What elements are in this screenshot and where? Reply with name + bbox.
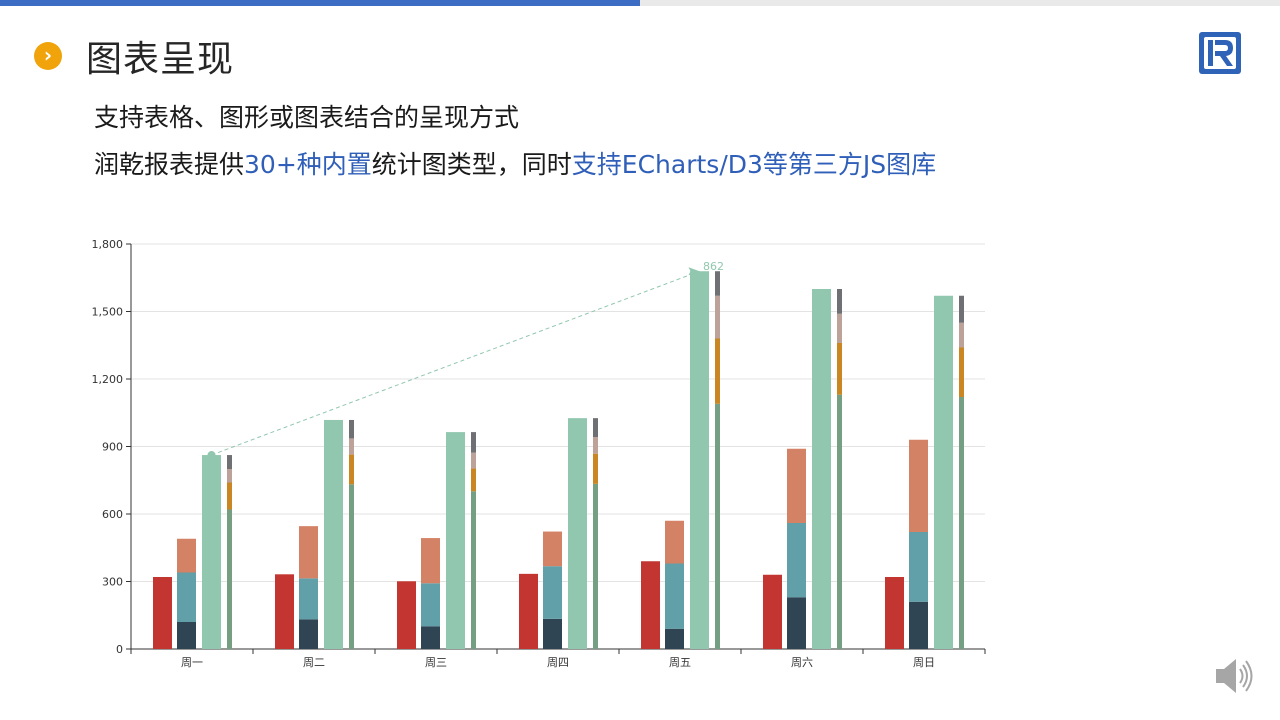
y-tick-label: 1,800 xyxy=(92,238,124,251)
bar-segment xyxy=(568,418,587,649)
x-category-label: 周四 xyxy=(547,656,569,669)
bar-segment xyxy=(349,454,354,485)
y-tick-label: 1,500 xyxy=(92,306,124,319)
speaker-volume-icon[interactable] xyxy=(1210,654,1258,698)
bar-segment xyxy=(421,583,440,627)
slide-progress-track xyxy=(0,0,1280,6)
markline xyxy=(211,270,700,456)
line2-highlight-1: 30+种内置 xyxy=(244,150,372,179)
line2-highlight-2: 支持ECharts/D3等第三方JS图库 xyxy=(571,150,937,179)
bar-segment xyxy=(299,578,318,620)
bar-segment xyxy=(665,563,684,629)
bar-segment xyxy=(837,343,842,395)
bar-segment xyxy=(543,566,562,619)
bar-segment xyxy=(227,482,232,510)
bar-segment xyxy=(787,597,806,649)
bar-segment xyxy=(593,418,598,438)
bar-segment xyxy=(349,484,354,649)
subtitle-line-2: 润乾报表提供30+种内置统计图类型，同时支持ECharts/D3等第三方JS图库 xyxy=(94,145,936,181)
bar-segment xyxy=(471,432,476,453)
bar-segment xyxy=(959,295,964,323)
stacked-bar-chart: 0 300 600 900 1,200 1,500 1,800 周一 周二 周三 周四 周五 周六 周日 8… xyxy=(92,238,986,669)
bar-segment xyxy=(641,561,660,649)
bar-segment xyxy=(715,403,720,649)
bar-segment xyxy=(934,295,953,649)
slide-progress-fill xyxy=(0,0,640,6)
bar-segment xyxy=(690,271,709,649)
markline-start-point xyxy=(207,451,216,460)
y-tick-label: 900 xyxy=(102,441,123,454)
bar-segment xyxy=(421,538,440,584)
y-tick-label: 0 xyxy=(116,643,123,656)
y-tick-label: 1,200 xyxy=(92,373,124,386)
bar-segment xyxy=(909,601,928,649)
bar-segment xyxy=(153,577,172,649)
x-category-label: 周六 xyxy=(791,656,813,669)
bar-segment xyxy=(543,531,562,567)
bar-segment xyxy=(593,453,598,484)
y-tick-label: 600 xyxy=(102,508,123,521)
bar-segment xyxy=(763,574,782,649)
bar-segment xyxy=(227,455,232,469)
bar-segment xyxy=(202,455,221,649)
bar-segment xyxy=(421,626,440,649)
bar-segment xyxy=(885,577,904,649)
markline-arrow xyxy=(688,267,700,276)
bar-segment xyxy=(177,572,196,622)
bar-segment xyxy=(665,520,684,564)
page-title: 图表呈现 xyxy=(86,39,235,80)
line2-text-2: 统计图类型，同时 xyxy=(371,150,572,179)
bar-segment xyxy=(543,618,562,649)
x-category-label: 周日 xyxy=(913,656,935,669)
bar-segment xyxy=(349,419,354,439)
bar-segment xyxy=(715,338,720,404)
x-category-label: 周二 xyxy=(303,656,325,669)
bar-segment xyxy=(471,491,476,649)
x-category-label: 周一 xyxy=(181,656,203,669)
bar-segment xyxy=(397,581,416,649)
bar-segment xyxy=(299,526,318,579)
bar-segment xyxy=(665,628,684,649)
runqian-r-logo-icon xyxy=(1199,32,1241,74)
bar-segment xyxy=(909,439,928,532)
bar-segment xyxy=(812,289,831,649)
bar-segment xyxy=(324,419,343,649)
bar-segment xyxy=(471,452,476,469)
bar-segment xyxy=(959,322,964,348)
bar-segment xyxy=(787,448,806,523)
x-category-label: 周五 xyxy=(669,656,691,669)
bar-segment xyxy=(177,622,196,649)
bar-segment xyxy=(715,295,720,339)
bar-segment xyxy=(837,289,842,314)
bar-segment xyxy=(446,432,465,649)
bar-segment xyxy=(959,347,964,397)
x-category-label: 周三 xyxy=(425,656,447,669)
subtitle-line-1: 支持表格、图形或图表结合的呈现方式 xyxy=(94,103,520,132)
bar-segment xyxy=(593,483,598,649)
markline-label: 862 xyxy=(703,260,724,273)
bar-segment xyxy=(349,438,354,455)
bar-segment xyxy=(227,469,232,483)
chevron-right-circle-icon: › xyxy=(34,42,62,70)
bar-segment xyxy=(519,573,538,649)
bar-segment xyxy=(593,437,598,454)
bar-segment xyxy=(227,509,232,649)
bar-segment xyxy=(715,271,720,296)
bar-segment xyxy=(275,574,294,649)
bar-segment xyxy=(909,532,928,602)
y-tick-label: 300 xyxy=(102,576,123,589)
bar-segment xyxy=(177,538,196,573)
bar-segment xyxy=(837,313,842,343)
bar-segment xyxy=(959,397,964,649)
bar-segment xyxy=(787,523,806,598)
line2-text-1: 润乾报表提供 xyxy=(94,150,245,179)
bar-segment xyxy=(471,468,476,492)
bar-segment xyxy=(299,619,318,649)
bar-segment xyxy=(837,394,842,649)
